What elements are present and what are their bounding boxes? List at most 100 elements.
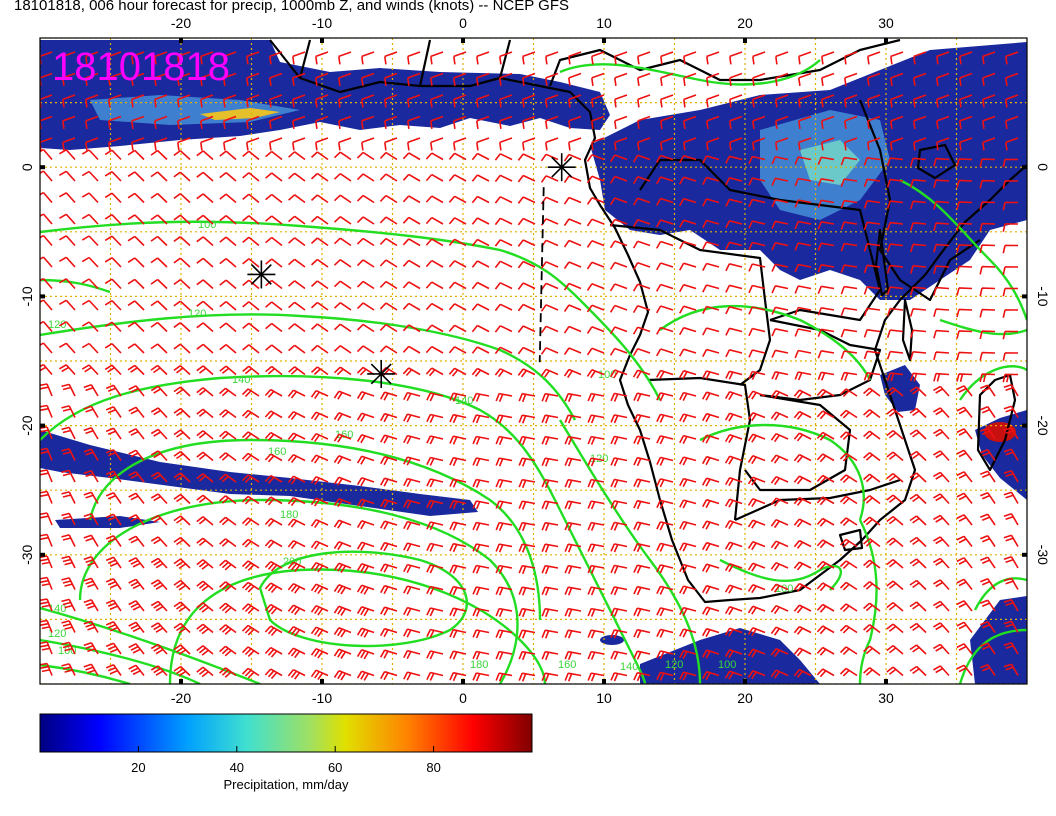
wind-barb	[310, 237, 329, 247]
wind-barb	[909, 407, 927, 419]
wind-barb	[679, 391, 697, 401]
lon-tick-label-top: 20	[737, 15, 753, 31]
wind-barb	[310, 411, 329, 421]
wind-barb	[83, 405, 99, 418]
wind-barb	[979, 556, 996, 569]
wind-barb	[356, 323, 375, 333]
wind-barb	[725, 327, 743, 336]
wind-barb	[449, 435, 467, 445]
wind-barb	[241, 495, 260, 505]
wind-barb	[816, 560, 835, 570]
wind-barb	[150, 493, 168, 505]
wind-barb	[219, 602, 237, 614]
wind-barb	[587, 564, 605, 574]
wind-barb	[471, 238, 490, 247]
wind-barb	[402, 281, 421, 290]
contour-label: 100	[718, 659, 736, 671]
madagascar-coast	[976, 373, 1017, 472]
wind-barb	[633, 671, 651, 682]
wind-barb	[540, 153, 559, 162]
wind-barb	[679, 671, 697, 681]
wind-barb	[683, 51, 697, 65]
dashed-track	[538, 187, 545, 363]
wind-barb	[775, 115, 789, 130]
wind-barb	[219, 581, 237, 592]
wind-barb	[956, 514, 973, 526]
wind-barb	[200, 72, 214, 87]
wind-barb	[241, 517, 260, 527]
wind-barb	[610, 414, 628, 424]
wind-barb	[333, 259, 352, 268]
wind-barb	[747, 669, 766, 680]
wind-barb	[702, 477, 720, 487]
wind-barb	[909, 558, 927, 569]
wind-barb	[748, 198, 766, 208]
wind-barb	[522, 51, 536, 65]
wind-barb	[288, 172, 306, 182]
wind-barb	[356, 173, 375, 182]
wind-barb	[724, 584, 743, 594]
wind-barb	[979, 201, 996, 211]
wind-barb	[932, 600, 950, 612]
wind-barb	[196, 602, 214, 613]
wind-barb	[518, 500, 536, 510]
wind-barb	[173, 193, 191, 204]
wind-barb	[449, 585, 467, 596]
wind-barb	[587, 650, 605, 660]
wind-barb	[518, 392, 536, 403]
lon-tick-label-top: 10	[596, 15, 612, 31]
height-contours	[40, 59, 1027, 684]
wind-barb	[128, 621, 145, 633]
wind-barb	[453, 115, 467, 130]
wind-barb	[315, 94, 329, 108]
wind-barb	[310, 454, 329, 464]
wind-barb	[379, 194, 398, 204]
wind-barb	[219, 430, 237, 440]
wind-barb	[196, 214, 214, 225]
wind-barb	[150, 514, 168, 526]
wind-barb	[840, 350, 858, 359]
wind-barb	[518, 521, 536, 532]
wind-barb	[637, 115, 651, 130]
wind-barb	[472, 564, 490, 574]
wind-barb	[747, 497, 766, 508]
wind-barb	[794, 220, 812, 230]
wind-barb	[541, 500, 559, 510]
wind-barb	[747, 605, 766, 615]
wind-barb	[844, 94, 858, 108]
wind-barb	[219, 257, 237, 268]
wind-barb	[637, 94, 651, 108]
wind-barb	[83, 620, 99, 633]
wind-barb	[472, 478, 490, 488]
wind-barb	[886, 451, 904, 462]
wind-barb	[173, 558, 191, 570]
wind-barb	[979, 373, 996, 383]
wind-barb	[402, 367, 421, 377]
wind-barb	[241, 474, 260, 484]
wind-barb	[430, 51, 444, 65]
wind-barb	[817, 199, 835, 208]
wind-barb	[748, 306, 766, 315]
wind-barb	[173, 322, 191, 333]
wind-barb	[959, 72, 973, 87]
wind-barb	[361, 137, 375, 151]
wind-barb	[128, 514, 145, 526]
wind-barb	[246, 115, 260, 130]
wind-barb	[288, 366, 306, 376]
wind-barb	[747, 411, 766, 422]
wind-barb	[518, 414, 536, 424]
wind-barb	[909, 372, 927, 382]
wind-barb	[979, 308, 996, 318]
wind-barb	[242, 279, 260, 290]
wind-barb	[702, 370, 720, 380]
wind-barb	[614, 94, 628, 108]
wind-barb	[770, 669, 789, 679]
wind-barb	[564, 586, 582, 596]
wind-barb	[610, 586, 628, 596]
wind-barb	[637, 51, 651, 65]
wind-barb	[863, 645, 881, 655]
wind-barb	[173, 386, 191, 397]
wind-barb	[863, 473, 881, 483]
wind-barb	[886, 472, 904, 483]
wind-barb	[610, 543, 628, 553]
